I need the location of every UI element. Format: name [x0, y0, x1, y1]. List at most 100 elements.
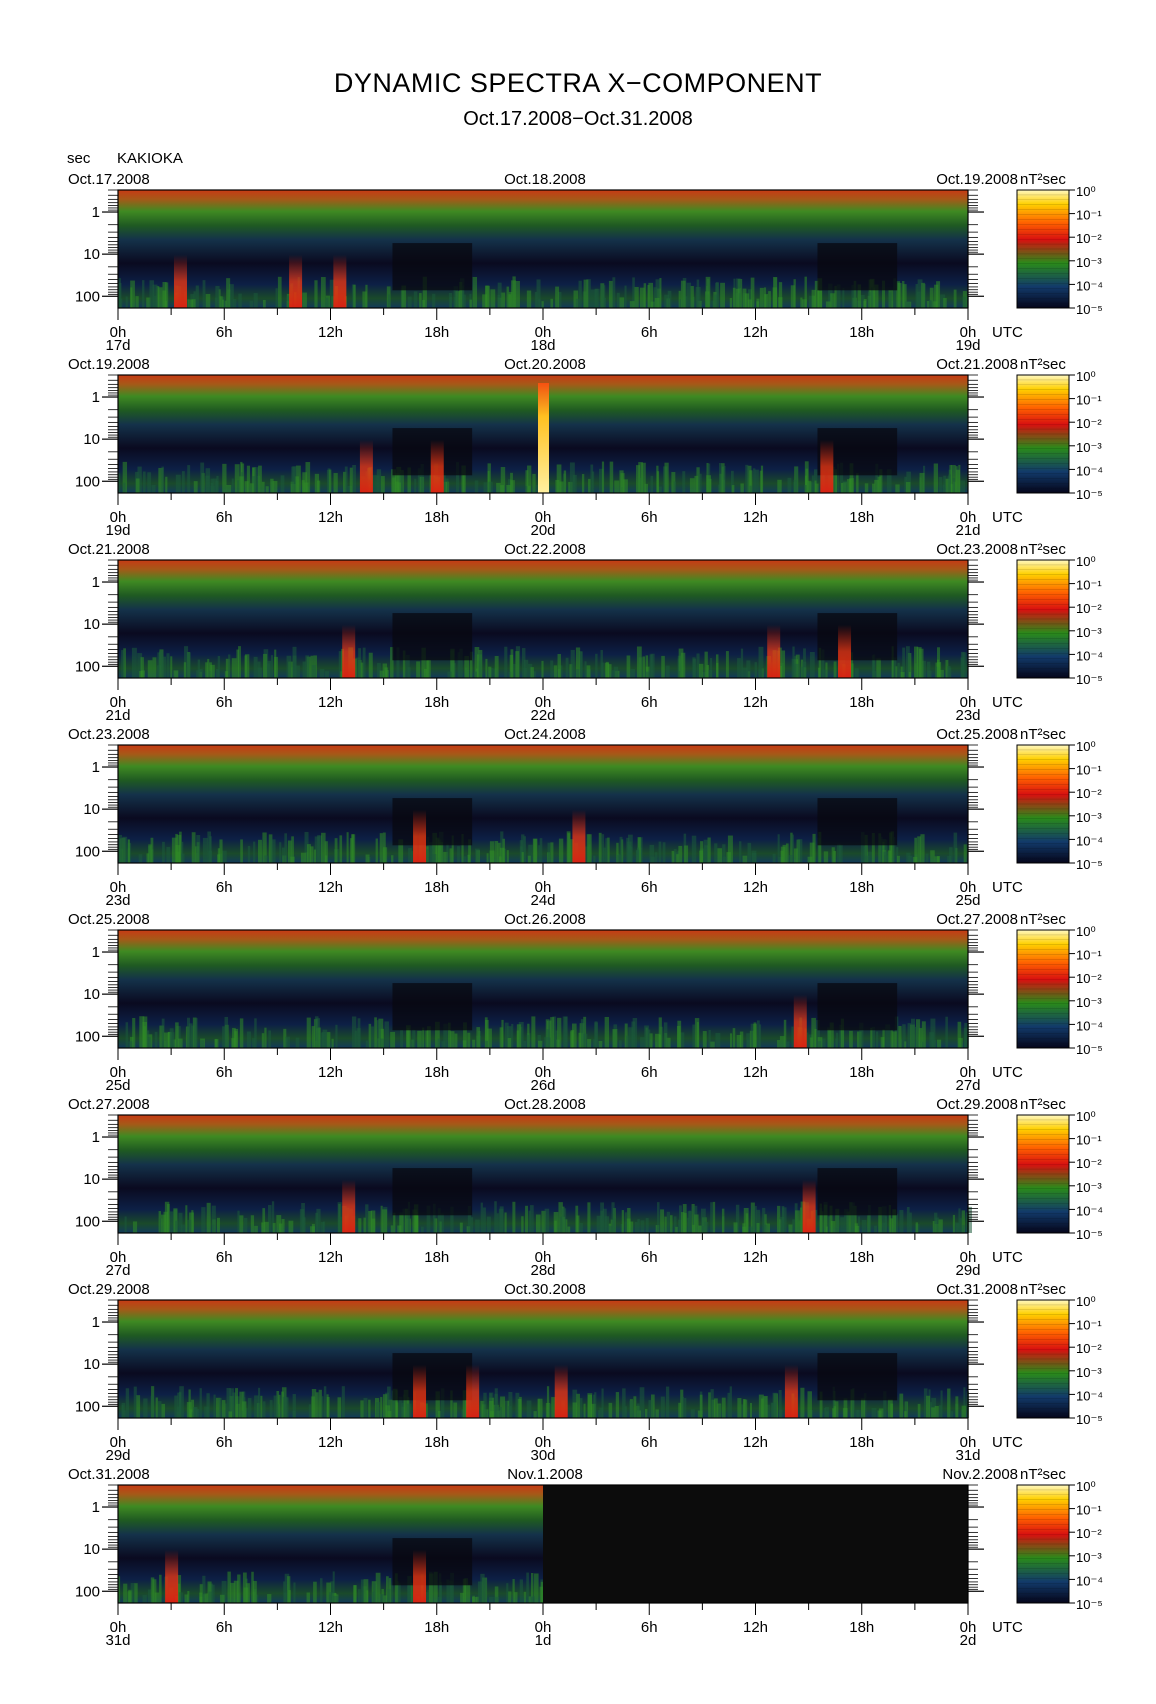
spectrum-texture: [608, 1225, 613, 1233]
spectrum-texture: [788, 855, 793, 863]
spectrum-texture: [238, 646, 241, 678]
spectrum-texture: [154, 1592, 160, 1603]
spectra-panel: Oct.23.2008 Oct.24.2008 Oct.25.2008 nT²sec1…: [68, 726, 1103, 909]
spectrum-texture: [523, 1591, 527, 1603]
spectrum-texture: [206, 1393, 210, 1418]
spectrum-texture: [179, 1386, 184, 1418]
spectra-panel: Oct.17.2008 Oct.18.2008 Oct.19.2008 nT²sec1…: [68, 171, 1103, 354]
spectrum-texture: [710, 1202, 713, 1233]
spectrum-texture: [683, 1213, 687, 1233]
spectrum-texture: [254, 1225, 258, 1233]
spectrum-texture: [483, 482, 489, 493]
spectrum-texture: [512, 1578, 515, 1603]
spectrum-texture: [455, 462, 460, 493]
spectrum-texture: [759, 470, 763, 493]
spectrum-texture: [499, 1027, 503, 1048]
x-tick-label: 12h: [743, 1249, 768, 1266]
spectrum-texture: [215, 285, 220, 308]
activity-burst: [430, 439, 444, 493]
colorbar-tick-label: 10⁻⁴: [1076, 1018, 1103, 1033]
spectrum-texture: [825, 1226, 828, 1233]
colorbar-tick-label: 10⁰: [1076, 184, 1096, 199]
spectrum-texture: [463, 1022, 467, 1048]
spectrum-texture: [624, 1221, 627, 1233]
spectrum-texture: [550, 660, 554, 678]
spectrum-texture: [237, 1210, 240, 1233]
spectrum-texture: [890, 1403, 894, 1418]
day-label: 18d: [530, 337, 555, 354]
spectrum-texture: [334, 838, 338, 863]
spectrum-texture: [489, 1400, 494, 1418]
spectrum-texture: [428, 1573, 434, 1603]
spectrum-texture: [118, 282, 122, 308]
spectrum-texture: [219, 1594, 225, 1603]
spectrum-texture: [860, 832, 865, 863]
spectrum-texture: [320, 1032, 324, 1048]
spectrum-texture: [464, 1578, 468, 1603]
spectrum-texture: [282, 1396, 288, 1418]
spectrum-texture: [310, 1226, 316, 1233]
spectrum-texture: [699, 850, 704, 863]
spectrum-texture: [953, 289, 957, 308]
spectrum-texture: [552, 1016, 557, 1048]
spectrum-texture: [159, 1574, 162, 1603]
spectrum-texture: [206, 1202, 211, 1233]
y-tick-label: 10: [83, 616, 100, 633]
x-tick-label: 12h: [318, 324, 343, 341]
spectrum-texture: [246, 465, 250, 493]
spectrum-texture: [142, 1594, 147, 1603]
spectrum-texture: [473, 671, 477, 678]
x-unit-label: UTC: [992, 879, 1023, 896]
colorbar-tick-label: 10⁻²: [1076, 1156, 1102, 1171]
spectrum-texture: [363, 1579, 369, 1603]
spectrum-texture: [538, 845, 541, 863]
x-tick-label: 0h: [960, 324, 977, 341]
spectrum-texture: [321, 1221, 325, 1233]
spectrum-texture: [306, 844, 311, 863]
spectrum-texture: [736, 1034, 742, 1048]
spectrum-texture: [756, 1223, 760, 1233]
spectrum-texture: [288, 1220, 294, 1233]
spectrum-texture: [321, 832, 326, 863]
spectrum-texture: [380, 1205, 383, 1233]
spectrum-texture: [512, 1201, 516, 1233]
colorbar: [1017, 1485, 1069, 1603]
spectrum-texture: [676, 854, 679, 863]
spectrum-texture: [662, 842, 666, 863]
spectrum-texture: [417, 1030, 422, 1048]
spectrum-texture: [534, 1573, 539, 1603]
spectrum-texture: [891, 657, 897, 678]
spectrum-texture: [474, 647, 480, 678]
spectrum-texture: [822, 669, 827, 678]
x-unit-label: UTC: [992, 1619, 1023, 1636]
y-unit-label: sec: [67, 150, 91, 167]
spectrum-texture: [896, 847, 899, 863]
spectrum-texture: [868, 1205, 871, 1233]
spectrum-texture: [556, 464, 562, 493]
y-tick-label: 10: [83, 801, 100, 818]
spectrum-texture: [586, 279, 591, 308]
y-tick-label: 100: [75, 1583, 100, 1600]
chart-title: DYNAMIC SPECTRA X−COMPONENT: [333, 68, 823, 98]
spectrum-texture: [790, 832, 793, 863]
colorbar-tick-label: 10⁻²: [1076, 786, 1102, 801]
spectrum-texture: [817, 1041, 822, 1048]
spectrum-texture: [837, 463, 840, 493]
spectrum-texture: [261, 1222, 264, 1233]
colorbar-tick-label: 10⁻³: [1076, 810, 1102, 825]
spectrum-texture: [532, 838, 538, 863]
spectrum-texture: [917, 1403, 921, 1418]
spectrum-texture: [676, 1026, 681, 1048]
spectrum-texture: [321, 1396, 324, 1418]
spectrum-texture: [323, 1386, 327, 1418]
spectrum-texture: [521, 852, 524, 863]
spectrum-texture: [186, 299, 189, 308]
spectrum-texture: [508, 1405, 512, 1418]
spectrum-texture: [765, 1223, 771, 1233]
spectrum-texture: [914, 837, 918, 863]
spectrum-texture: [281, 1391, 284, 1418]
spectrum-texture: [902, 647, 906, 678]
spectrum-texture: [382, 1209, 388, 1233]
spectrum-texture: [268, 834, 273, 863]
spectrum-texture: [686, 282, 692, 308]
